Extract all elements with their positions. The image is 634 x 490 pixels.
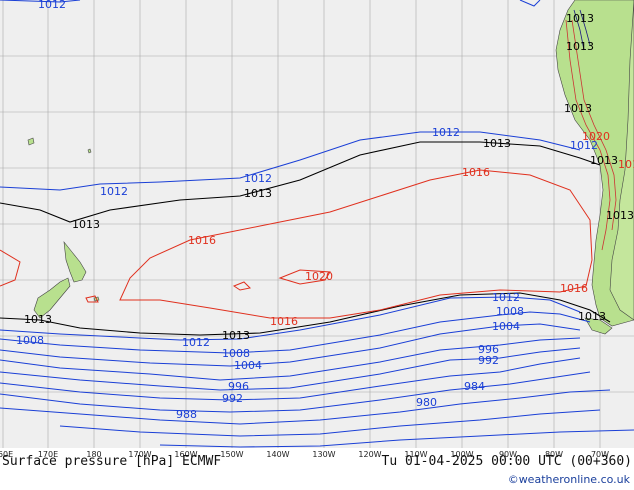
isobar-labels: 1012 1012 1012 1012 1013 1013 1013 1016 … — [16, 0, 634, 421]
longitude-label: 80W — [544, 450, 564, 459]
isobar-label: 1012 — [570, 139, 598, 152]
longitude-label: 160E — [0, 450, 14, 459]
isobar-label: 1013 — [483, 137, 511, 150]
isobar-label: 1016 — [560, 282, 588, 295]
longitude-label: 160W — [174, 450, 198, 459]
isobar-label: 1013 — [578, 310, 606, 323]
isobar-label: 1013 — [72, 218, 100, 231]
isobar-label: 1020 — [582, 130, 610, 143]
longitude-label: 130W — [312, 450, 336, 459]
isobar-label: 1008 — [496, 305, 524, 318]
longitude-label: 170W — [128, 450, 152, 459]
red-isobars — [0, 169, 593, 319]
isobar-label: 992 — [222, 392, 243, 405]
isobar-label: 1012 — [492, 291, 520, 304]
fiji-islands — [27, 137, 35, 146]
valid-time: Tu 01-04-2025 00:00 UTC (00+360) — [381, 454, 632, 469]
longitude-label: 90W — [498, 450, 518, 459]
isobar-label: 1012 — [100, 185, 128, 198]
longitude-label: 180 — [86, 450, 102, 459]
isobar-label: 1013 — [566, 12, 594, 25]
isobar-label: 1016 — [462, 166, 490, 179]
blue-isobars — [0, 0, 634, 448]
isobar-label: 1013 — [564, 102, 592, 115]
isobar-label: 1012 — [38, 0, 66, 11]
tierra-del-fuego — [584, 317, 613, 335]
longitude-label: 150W — [220, 450, 244, 459]
isobar-label: 992 — [478, 354, 499, 367]
new-zealand-north-island — [63, 241, 87, 283]
andes-topography — [565, 9, 617, 251]
longitude-label: 170E — [37, 450, 59, 459]
isobar-label: 996 — [478, 343, 499, 356]
map-title: Surface pressure [hPa] ECMWF — [2, 454, 222, 469]
longitude-label: 110W — [404, 450, 428, 459]
longitude-label: 100W — [450, 450, 474, 459]
longitude-label: 140W — [266, 450, 290, 459]
isobar-label: 1013 — [590, 154, 618, 167]
longitude-label: 70W — [590, 450, 610, 459]
isobar-label: 1004 — [234, 359, 262, 372]
black-isobars — [0, 141, 611, 336]
isobar-label: 1013 — [244, 187, 272, 200]
isobar-label: 1012 — [244, 172, 272, 185]
isobar-label: 1013 — [24, 313, 52, 326]
pressure-map: 1012 1012 1012 1012 1013 1013 1013 1016 … — [0, 0, 634, 448]
map-panel[interactable]: 1012 1012 1012 1012 1013 1013 1013 1016 … — [0, 0, 634, 448]
isobar-label: 1012 — [182, 336, 210, 349]
isobar-label: 980 — [416, 396, 437, 409]
longitude-label: 120W — [358, 450, 382, 459]
isobar-label: 1004 — [492, 320, 520, 333]
copyright-link[interactable]: ©weatheronline.co.uk — [507, 473, 630, 486]
isobar-label: 101 — [618, 158, 634, 171]
new-zealand-south-island — [33, 277, 71, 319]
isobar-label: 1016 — [188, 234, 216, 247]
isobar-label: 1013 — [566, 40, 594, 53]
isobar-label: 988 — [176, 408, 197, 421]
isobar-label: 996 — [228, 380, 249, 393]
isobar-label: 1020 — [305, 270, 333, 283]
isobar-label: 1013 — [222, 329, 250, 342]
isobar-label: 1013 — [606, 209, 634, 222]
isobar-label: 1012 — [432, 126, 460, 139]
south-america-interior — [609, 0, 634, 321]
tonga-islands — [87, 148, 92, 154]
isobar-label: 1008 — [222, 347, 250, 360]
isobar-label: 1008 — [16, 334, 44, 347]
isobar-label: 1016 — [270, 315, 298, 328]
isobar-label: 984 — [464, 380, 485, 393]
